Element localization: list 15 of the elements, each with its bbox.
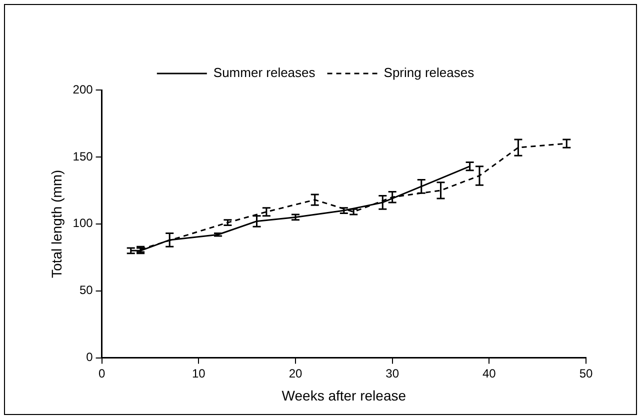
y-tick-label: 0 (86, 350, 94, 364)
x-axis-title: Weeks after release (282, 387, 406, 404)
x-tick-label: 30 (386, 366, 400, 380)
x-tick-label: 40 (482, 366, 496, 380)
x-tick-label: 20 (288, 366, 302, 380)
x-tick-label: 10 (192, 366, 206, 380)
y-tick-label: 150 (72, 149, 94, 164)
y-tick-label: 200 (72, 82, 94, 96)
x-tick-label: 50 (579, 366, 593, 380)
y-axis-title: Total length (mm) (48, 170, 64, 278)
legend-label: Spring releases (384, 65, 475, 80)
y-tick-label: 50 (79, 283, 94, 298)
legend-label: Summer releases (213, 65, 316, 80)
x-tick-label: 0 (98, 366, 106, 380)
y-tick-label: 100 (72, 216, 94, 230)
